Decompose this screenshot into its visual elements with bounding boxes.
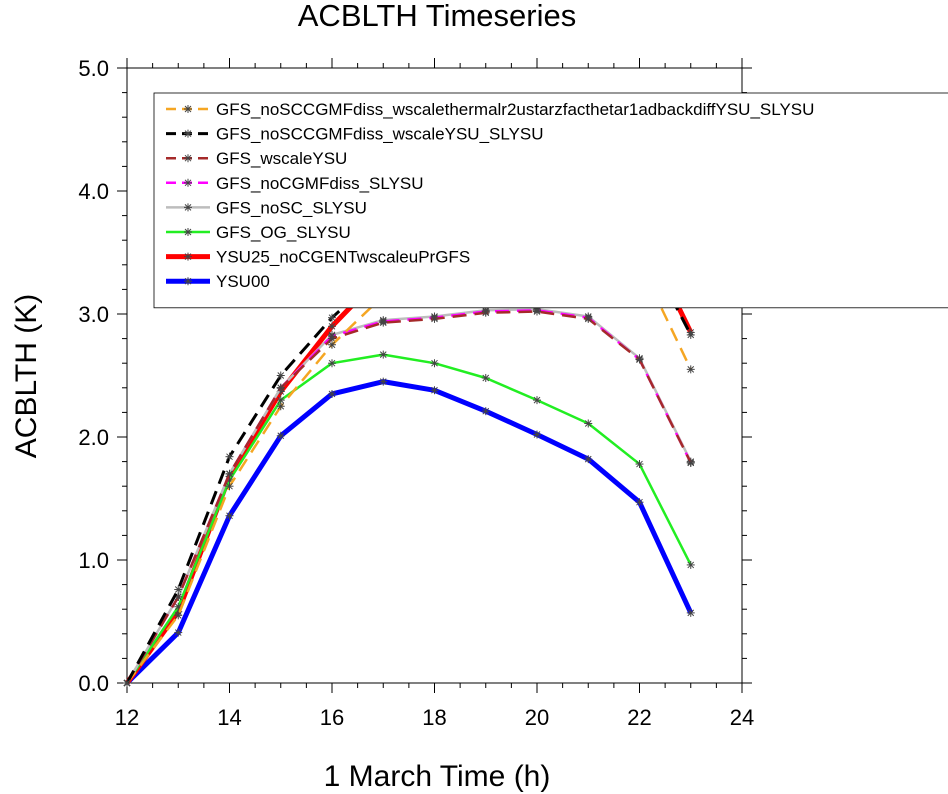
data-point [174,628,183,637]
y-tick-label: 3.0 [78,302,109,327]
data-point [635,498,644,507]
y-axis-label: ACBLTH (K) [10,294,43,458]
legend-item: GFS_noSCCGMFdiss_wscaleYSU_SLYSU [166,125,544,144]
data-point [686,458,695,467]
legend-marker [184,178,192,187]
legend-marker [184,277,192,286]
legend-item: GFS_noSCCGMFdiss_wscalethermalr2ustarzfa… [166,100,814,119]
data-point [328,313,336,322]
axis-ticks: 12 14 16 18 20 22 24 0.0 1.0 2.0 3.0 4.0 5.0 [78,56,754,730]
x-tick-label: 14 [217,705,241,730]
data-point [379,318,388,327]
legend-item: YSU25_noCGENTwscaleuPrGFS [166,248,470,267]
legend-label: YSU25_noCGENTwscaleuPrGFS [216,248,470,267]
legend-item: YSU00 [166,272,270,291]
data-point [481,308,490,317]
x-tick-label: 18 [422,705,446,730]
series-line [125,379,694,685]
data-point [174,611,183,620]
data-point [686,365,695,374]
data-point [276,371,285,380]
legend-label: GFS_wscaleYSU [216,149,347,168]
legend-box [153,92,948,309]
data-point [686,330,695,339]
data-point [379,350,388,359]
data-point [328,322,336,331]
legend-label: GFS_noSC_SLYSU [216,198,367,217]
legend-marker [184,129,192,138]
legend-marker [184,228,192,236]
legend-label: GFS_noSCCGMFdiss_wscaleYSU_SLYSU [216,125,544,144]
data-point [276,383,285,392]
legend-label: GFS_OG_SLYSU [216,223,351,242]
series-6 [123,350,695,687]
y-tick-label: 2.0 [78,425,109,450]
data-point [533,430,541,439]
legend-item: GFS_OG_SLYSU [166,223,351,242]
data-point [276,396,285,405]
data-point [481,373,490,382]
data-point [533,396,541,405]
data-point [481,407,490,416]
data-point [584,314,593,323]
y-tick-label: 0.0 [78,671,109,696]
series-3 [123,307,695,687]
data-point [328,340,336,349]
legend: GFS_noSCCGMFdiss_wscalethermalr2ustarzfa… [153,92,948,309]
y-tick-label: 1.0 [78,548,109,573]
data-point [225,511,234,520]
data-point [584,419,593,428]
legend-marker [184,105,192,113]
data-point [430,386,439,395]
data-point [686,608,695,617]
series-5 [123,305,695,687]
data-point [276,402,285,411]
data-point [533,307,541,316]
data-point [225,469,234,478]
x-tick-label: 20 [525,705,549,730]
data-point [225,482,234,491]
legend-item: GFS_noSC_SLYSU [166,198,367,217]
data-point [123,679,131,687]
series-4 [123,306,695,687]
x-tick-label: 22 [627,705,651,730]
series-line [125,307,692,684]
legend-marker [184,154,192,163]
data-point [430,359,439,368]
data-point [379,377,388,386]
x-axis-label: 1 March Time (h) [324,760,551,793]
legend-item: GFS_noCGMFdiss_SLYSU [166,174,424,193]
series-line [125,310,692,684]
data-point [225,452,234,461]
legend-label: GFS_noCGMFdiss_SLYSU [216,174,424,193]
data-point [686,560,695,569]
data-point [174,585,183,594]
data-point [328,359,336,368]
chart-title: ACBLTH Timeseries [298,0,577,33]
series-line [125,309,692,684]
x-tick-label: 16 [320,705,344,730]
data-point [635,460,644,469]
data-point [276,431,285,440]
data-point [584,455,593,464]
y-tick-label: 4.0 [78,179,109,204]
y-tick-label: 5.0 [78,56,109,81]
legend-marker [184,252,192,261]
data-point [328,334,336,343]
x-tick-label: 12 [115,705,139,730]
legend-label: GFS_noSCCGMFdiss_wscalethermalr2ustarzfa… [216,100,814,119]
data-point [635,355,644,364]
data-point [430,314,439,323]
data-point [328,389,336,398]
legend-label: YSU00 [216,272,270,291]
x-tick-label: 24 [730,705,754,730]
series-line [125,353,692,684]
legend-item: GFS_wscaleYSU [166,149,347,168]
legend-marker [184,203,192,212]
